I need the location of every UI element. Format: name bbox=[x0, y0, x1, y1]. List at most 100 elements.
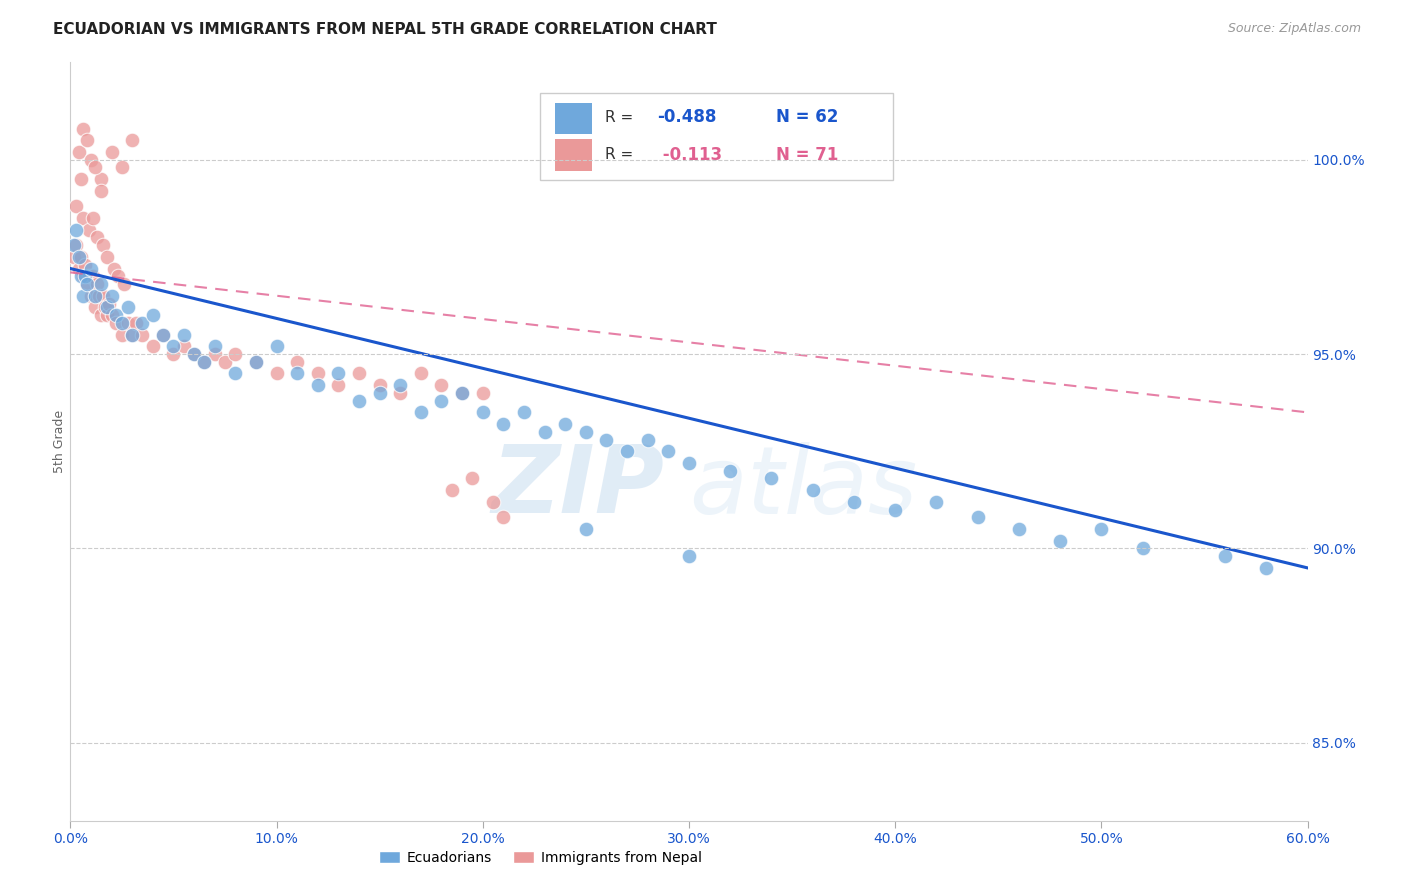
Point bbox=[80, 153, 103, 167]
Point bbox=[925, 495, 948, 509]
Point bbox=[65, 238, 87, 252]
Point bbox=[82, 211, 104, 225]
Point bbox=[554, 417, 576, 431]
Point bbox=[482, 495, 505, 509]
Point bbox=[121, 327, 143, 342]
Point bbox=[183, 347, 205, 361]
Point bbox=[173, 339, 195, 353]
Point bbox=[80, 261, 103, 276]
Point bbox=[65, 222, 87, 236]
Point bbox=[112, 277, 135, 291]
Text: N = 71: N = 71 bbox=[776, 146, 838, 164]
Point bbox=[76, 277, 98, 291]
Point bbox=[430, 393, 453, 408]
Point bbox=[90, 172, 112, 186]
Point bbox=[440, 483, 463, 497]
Point bbox=[183, 347, 205, 361]
Point bbox=[67, 145, 90, 159]
Point bbox=[84, 289, 107, 303]
Point bbox=[204, 347, 226, 361]
Point bbox=[1008, 522, 1031, 536]
Point bbox=[193, 355, 215, 369]
Point bbox=[69, 269, 91, 284]
Point bbox=[76, 277, 98, 291]
Point bbox=[96, 308, 118, 322]
Point bbox=[104, 316, 127, 330]
Point bbox=[67, 261, 90, 276]
Point bbox=[533, 425, 555, 439]
Point bbox=[328, 378, 350, 392]
Text: R =: R = bbox=[605, 110, 638, 125]
Point bbox=[86, 230, 108, 244]
Point bbox=[63, 250, 86, 264]
Point bbox=[100, 145, 122, 159]
Point bbox=[1213, 549, 1236, 564]
Text: R =: R = bbox=[605, 147, 638, 162]
Point bbox=[98, 296, 121, 310]
Point bbox=[409, 405, 432, 419]
Point bbox=[678, 549, 700, 564]
Point bbox=[575, 425, 598, 439]
Point bbox=[214, 355, 236, 369]
Point bbox=[328, 367, 350, 381]
Point bbox=[100, 289, 122, 303]
Point bbox=[389, 378, 412, 392]
Point bbox=[107, 269, 129, 284]
Point bbox=[616, 444, 638, 458]
Point bbox=[91, 289, 114, 303]
Bar bbox=[555, 139, 592, 171]
Point bbox=[90, 308, 112, 322]
Point bbox=[307, 367, 329, 381]
Point bbox=[224, 347, 246, 361]
Point bbox=[347, 367, 370, 381]
Point bbox=[84, 301, 107, 315]
Point bbox=[595, 433, 617, 447]
Point bbox=[103, 261, 125, 276]
Point bbox=[307, 378, 329, 392]
Point bbox=[69, 250, 91, 264]
Legend: Ecuadorians, Immigrants from Nepal: Ecuadorians, Immigrants from Nepal bbox=[374, 846, 707, 871]
Point bbox=[245, 355, 267, 369]
Point bbox=[245, 355, 267, 369]
Point bbox=[67, 250, 90, 264]
Point bbox=[637, 433, 659, 447]
Point bbox=[173, 327, 195, 342]
Point bbox=[966, 510, 988, 524]
Point bbox=[368, 378, 391, 392]
Point bbox=[285, 367, 308, 381]
Point bbox=[111, 316, 134, 330]
Point bbox=[77, 222, 100, 236]
Point bbox=[96, 250, 118, 264]
Text: Source: ZipAtlas.com: Source: ZipAtlas.com bbox=[1227, 22, 1361, 36]
Point bbox=[718, 464, 741, 478]
Point bbox=[285, 355, 308, 369]
Point bbox=[76, 133, 98, 147]
Point bbox=[492, 417, 515, 431]
Text: N = 62: N = 62 bbox=[776, 108, 838, 126]
Point bbox=[152, 327, 174, 342]
Point bbox=[72, 289, 94, 303]
Y-axis label: 5th Grade: 5th Grade bbox=[53, 410, 66, 473]
Point bbox=[513, 405, 536, 419]
Text: -0.113: -0.113 bbox=[657, 146, 721, 164]
Point bbox=[111, 161, 134, 175]
Text: atlas: atlas bbox=[689, 442, 917, 533]
Point bbox=[657, 444, 679, 458]
Point bbox=[121, 327, 143, 342]
Point bbox=[82, 269, 104, 284]
FancyBboxPatch shape bbox=[540, 93, 893, 180]
Point bbox=[131, 316, 153, 330]
Point bbox=[73, 258, 96, 272]
Point bbox=[1132, 541, 1154, 556]
Point bbox=[84, 161, 107, 175]
Point bbox=[461, 471, 484, 485]
Point bbox=[204, 339, 226, 353]
Point bbox=[94, 301, 117, 315]
Point bbox=[266, 339, 288, 353]
Point bbox=[162, 339, 184, 353]
Point bbox=[224, 367, 246, 381]
Point bbox=[142, 339, 165, 353]
Point bbox=[65, 199, 87, 213]
Text: ECUADORIAN VS IMMIGRANTS FROM NEPAL 5TH GRADE CORRELATION CHART: ECUADORIAN VS IMMIGRANTS FROM NEPAL 5TH … bbox=[53, 22, 717, 37]
Point bbox=[842, 495, 865, 509]
